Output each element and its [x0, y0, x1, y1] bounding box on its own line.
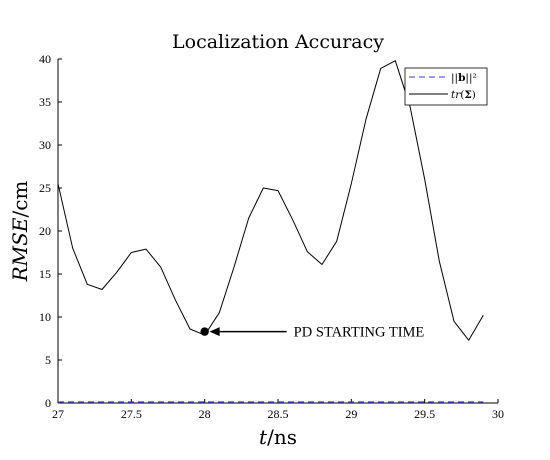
plot-area: [58, 59, 498, 403]
series-layer: [58, 61, 483, 402]
x-tick-label: 27: [52, 407, 64, 421]
x-tick-label: 28.5: [268, 407, 289, 421]
legend: ||b||² tr(Σ): [405, 68, 487, 105]
legend-label-b-norm: ||b||²: [451, 72, 477, 85]
y-tick-label: 25: [39, 181, 51, 195]
y-tick-label: 20: [39, 224, 51, 238]
y-axis-label: RMSE/cm: [8, 181, 32, 283]
x-tick-label: 29: [345, 407, 357, 421]
y-axis-label-unit: /cm: [8, 181, 32, 218]
y-tick-label: 15: [39, 267, 51, 281]
y-tick-label: 5: [45, 353, 51, 367]
x-axis-label: t/ns: [259, 425, 297, 449]
y-tick-label: 10: [39, 310, 51, 324]
y-axis-label-var: RMSE: [8, 217, 32, 282]
y-axis-ticks: 0 5 10 15 20 25 30 35 40: [39, 52, 62, 410]
annotation-text: PD STARTING TIME: [294, 325, 425, 341]
x-tick-label: 28: [199, 407, 211, 421]
y-tick-label: 30: [39, 138, 51, 152]
plot-frame: [58, 59, 498, 403]
x-tick-label: 27.5: [121, 407, 142, 421]
chart-title: Localization Accuracy: [172, 31, 384, 53]
annotation: PD STARTING TIME: [200, 325, 424, 341]
x-tick-label: 29.5: [414, 407, 435, 421]
y-tick-label: 0: [45, 396, 51, 410]
x-axis-label-unit: /ns: [267, 425, 297, 449]
annotation-marker: [200, 327, 208, 335]
x-tick-label: 30: [492, 407, 504, 421]
legend-label-tr-sigma: tr(Σ): [451, 89, 476, 101]
annotation-arrow-head: [210, 327, 220, 336]
y-tick-label: 40: [39, 52, 51, 66]
y-tick-label: 35: [39, 95, 51, 109]
